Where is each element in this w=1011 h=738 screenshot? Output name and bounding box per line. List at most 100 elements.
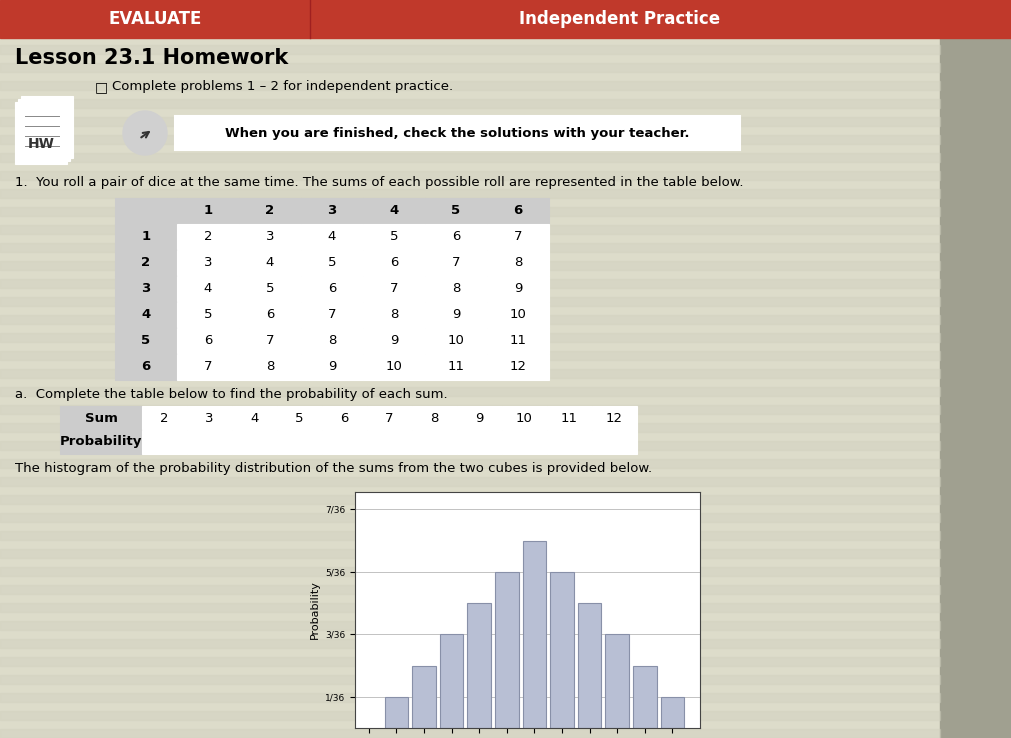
Text: 7: 7: [451, 257, 460, 269]
Text: 2: 2: [142, 257, 151, 269]
Bar: [0, 63, 939, 72]
Text: Independent Practice: Independent Practice: [519, 10, 720, 28]
Bar: [300, 354, 363, 380]
Bar: [300, 198, 363, 224]
Bar: [0, 729, 939, 738]
Text: 4: 4: [142, 308, 151, 322]
Text: 1: 1: [142, 230, 151, 244]
Bar: [277, 430, 321, 454]
Bar: [0, 459, 939, 468]
Bar: [547, 406, 591, 430]
Bar: [60, 430, 142, 454]
Bar: [15, 102, 67, 164]
Text: 6: 6: [203, 334, 212, 348]
Text: 11: 11: [447, 360, 464, 373]
Text: 2: 2: [160, 412, 169, 424]
Bar: [501, 430, 547, 454]
Bar: [425, 354, 486, 380]
Text: 6: 6: [328, 283, 336, 295]
Bar: [142, 430, 187, 454]
Bar: [232, 430, 277, 454]
Bar: [0, 675, 939, 684]
Bar: [0, 99, 939, 108]
Bar: [115, 302, 177, 328]
Bar: [591, 430, 636, 454]
Text: 5: 5: [266, 283, 274, 295]
Bar: [0, 0, 1011, 38]
Text: 8: 8: [430, 412, 438, 424]
Bar: [547, 430, 591, 454]
Bar: [115, 224, 177, 250]
Bar: [300, 276, 363, 302]
Bar: [0, 369, 939, 378]
Text: 7: 7: [266, 334, 274, 348]
Bar: [577, 603, 601, 728]
Y-axis label: Probability: Probability: [309, 581, 319, 639]
Bar: [0, 171, 939, 180]
Bar: [115, 250, 177, 276]
Bar: [363, 302, 425, 328]
Text: 5: 5: [203, 308, 212, 322]
Bar: [0, 315, 939, 324]
Bar: [0, 603, 939, 612]
Bar: [0, 495, 939, 504]
Text: 6: 6: [340, 412, 349, 424]
Text: 8: 8: [328, 334, 336, 348]
Bar: [486, 354, 548, 380]
Bar: [0, 387, 939, 396]
Text: EVALUATE: EVALUATE: [108, 10, 201, 28]
Text: 3: 3: [327, 204, 337, 218]
Text: 7: 7: [328, 308, 336, 322]
Bar: [187, 406, 232, 430]
Text: 4: 4: [250, 412, 259, 424]
Bar: [486, 224, 548, 250]
Text: 6: 6: [142, 360, 151, 373]
Bar: [486, 302, 548, 328]
Bar: [0, 117, 939, 126]
Text: 10: 10: [447, 334, 464, 348]
Bar: [21, 96, 73, 158]
Bar: [175, 116, 739, 150]
Text: 7: 7: [385, 412, 393, 424]
Text: 7: 7: [514, 230, 522, 244]
Bar: [0, 207, 939, 216]
Text: 8: 8: [451, 283, 460, 295]
Text: 5: 5: [328, 257, 336, 269]
Bar: [0, 585, 939, 594]
Bar: [115, 354, 177, 380]
Bar: [0, 621, 939, 630]
Text: 2: 2: [265, 204, 274, 218]
Text: 3: 3: [205, 412, 213, 424]
Bar: [0, 657, 939, 666]
Bar: [0, 81, 939, 90]
Bar: [300, 224, 363, 250]
Bar: [425, 276, 486, 302]
Bar: [591, 406, 636, 430]
Text: 4: 4: [328, 230, 336, 244]
Bar: [0, 243, 939, 252]
Bar: [411, 666, 436, 728]
Bar: [60, 406, 142, 430]
Text: 6: 6: [513, 204, 522, 218]
Bar: [0, 693, 939, 702]
Text: 5: 5: [451, 204, 460, 218]
Text: 10: 10: [516, 412, 533, 424]
Bar: [177, 328, 239, 354]
Circle shape: [123, 111, 167, 155]
Bar: [239, 250, 300, 276]
Bar: [363, 354, 425, 380]
Bar: [363, 224, 425, 250]
Bar: [411, 430, 457, 454]
Bar: [115, 198, 177, 224]
Bar: [177, 198, 239, 224]
Bar: [363, 198, 425, 224]
Bar: [0, 333, 939, 342]
Text: 6: 6: [266, 308, 274, 322]
Text: 2: 2: [203, 230, 212, 244]
Text: 12: 12: [606, 412, 623, 424]
Bar: [501, 406, 547, 430]
Text: 6: 6: [389, 257, 397, 269]
Bar: [300, 250, 363, 276]
Bar: [425, 224, 486, 250]
Text: 4: 4: [203, 283, 212, 295]
